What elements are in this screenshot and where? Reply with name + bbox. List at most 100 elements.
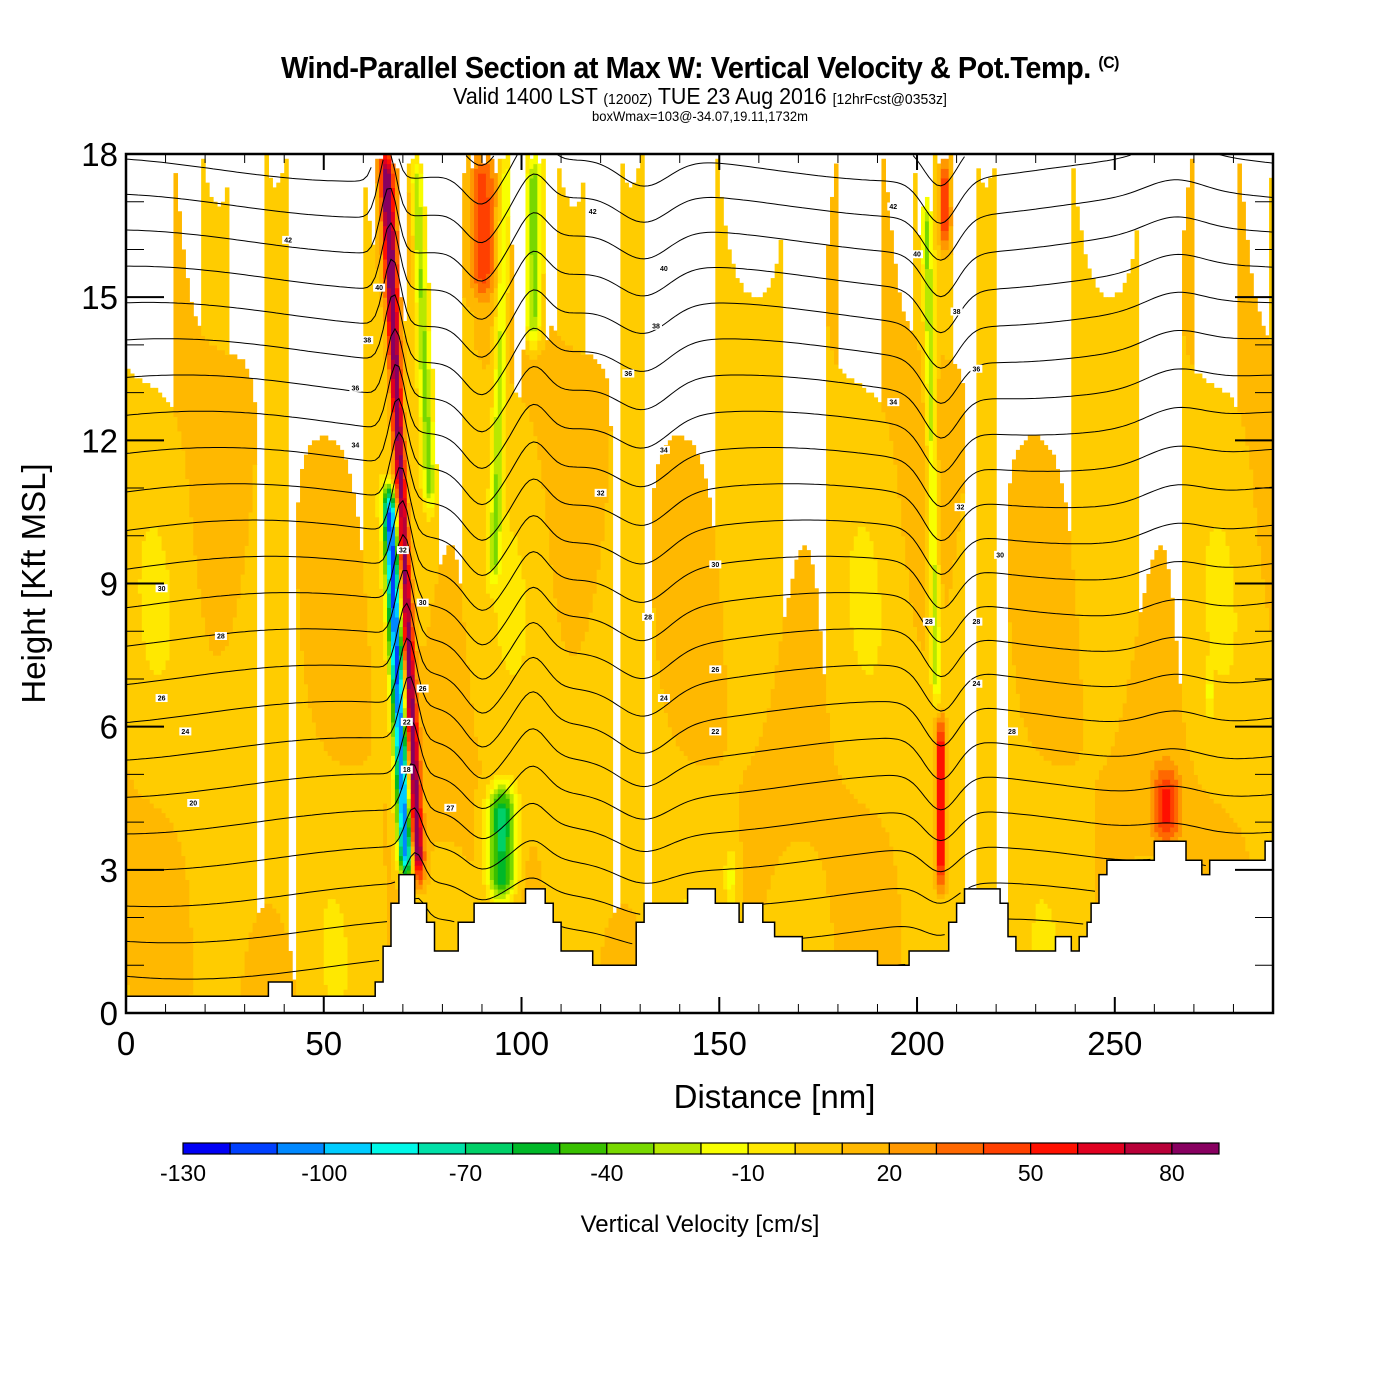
field-cell: [822, 869, 827, 1014]
field-cell: [268, 177, 273, 904]
colorbar-swatch: [1124, 1142, 1173, 1155]
field-cell: [379, 588, 384, 1014]
field-cell: [1225, 674, 1231, 814]
field-cell: [394, 354, 400, 441]
field-cell: [770, 688, 776, 876]
field-cell: [216, 349, 222, 656]
field-cell: [924, 445, 930, 1014]
field-cell: [1114, 731, 1120, 923]
field-cell: [1008, 621, 1013, 1014]
field-cell: [398, 578, 404, 589]
field-cell: [481, 798, 487, 885]
field-cell: [145, 383, 151, 532]
field-cell: [881, 411, 886, 828]
field-cell: [988, 177, 993, 919]
field-cell: [1067, 531, 1072, 766]
field-cell: [1166, 788, 1171, 823]
field-cell: [426, 492, 432, 499]
field-cell: [830, 196, 835, 351]
field-cell: [691, 445, 697, 761]
field-cell: [434, 841, 440, 1014]
field-cell: [394, 483, 400, 489]
field-cell: [1162, 831, 1167, 842]
contour-label: 42: [887, 202, 900, 211]
colorbar-tick-label: -40: [590, 1160, 623, 1186]
field-cell: [379, 306, 384, 475]
field-cell: [1134, 635, 1140, 857]
field-cell: [383, 483, 388, 489]
field-cell: [1174, 779, 1179, 833]
field-cell: [517, 554, 523, 670]
chart-title: Wind-Parallel Section at Max W: Vertical…: [49, 50, 1351, 86]
field-cell: [1229, 564, 1235, 666]
field-cell: [620, 163, 625, 904]
contour-label-bg: [416, 598, 429, 607]
field-cell: [394, 564, 400, 575]
field-cell: [659, 454, 665, 690]
contour-label-bg: [887, 398, 900, 407]
field-cell: [406, 163, 412, 193]
field-cell: [422, 879, 428, 895]
y-tick-label: 0: [100, 995, 118, 1032]
field-cell: [485, 488, 491, 594]
field-cell: [470, 702, 475, 861]
field-cell: [390, 249, 396, 360]
field-cell: [1162, 788, 1167, 823]
field-cell: [489, 888, 495, 900]
contour-label-bg: [887, 202, 900, 211]
field-cell: [296, 588, 301, 1009]
field-cell: [774, 263, 780, 666]
contour-label: 30: [155, 584, 168, 593]
field-cell: [794, 559, 799, 842]
field-cell: [426, 330, 432, 370]
field-cell: [505, 216, 511, 293]
field-cell: [1067, 764, 1072, 1014]
field-cell: [406, 707, 412, 718]
field-cell: [252, 922, 258, 1014]
contour-label-bg: [416, 684, 429, 693]
field-cell: [719, 602, 724, 761]
field-cell: [932, 564, 938, 685]
field-cell: [984, 187, 989, 909]
field-cell: [533, 163, 538, 174]
field-cell: [402, 869, 408, 876]
field-cell: [402, 550, 408, 585]
field-cell: [398, 454, 404, 499]
field-cell: [185, 278, 190, 480]
field-cell: [410, 831, 416, 842]
field-cell: [414, 740, 420, 761]
field-cell: [497, 793, 503, 804]
field-cell: [826, 244, 831, 327]
contour-label-text: 30: [711, 562, 719, 569]
field-cell: [841, 373, 847, 785]
field-cell: [928, 440, 934, 566]
field-cell: [513, 893, 519, 909]
colorbar-swatch: [841, 1142, 890, 1155]
field-cell: [394, 774, 400, 790]
contour-label-bg: [922, 617, 935, 626]
field-cell: [390, 473, 396, 480]
field-cell: [414, 602, 420, 651]
field-cell: [402, 335, 408, 413]
field-cell: [861, 803, 867, 1014]
field-cell: [1209, 531, 1215, 685]
field-cell: [383, 168, 388, 212]
field-cell: [1043, 760, 1049, 904]
field-cell: [940, 865, 946, 876]
field-cell: [1205, 545, 1211, 632]
field-cell: [782, 850, 788, 1014]
theta-contours: [125, 153, 1274, 980]
field-cell: [976, 168, 981, 904]
field-cell: [774, 664, 780, 866]
field-cell: [739, 282, 744, 785]
field-cell: [1174, 764, 1179, 780]
field-cell: [944, 168, 950, 179]
field-cell: [367, 220, 372, 647]
field-cell: [786, 845, 792, 1014]
field-cell: [1154, 779, 1159, 833]
field-cell: [857, 664, 863, 804]
contour-labels: 30 28 26 24 20 42 40 38 36 34 32 30 26 22 18 27 42 40 38 36…: [155, 202, 1018, 812]
field-cell: [869, 674, 875, 814]
contour-label: 22: [400, 717, 413, 726]
